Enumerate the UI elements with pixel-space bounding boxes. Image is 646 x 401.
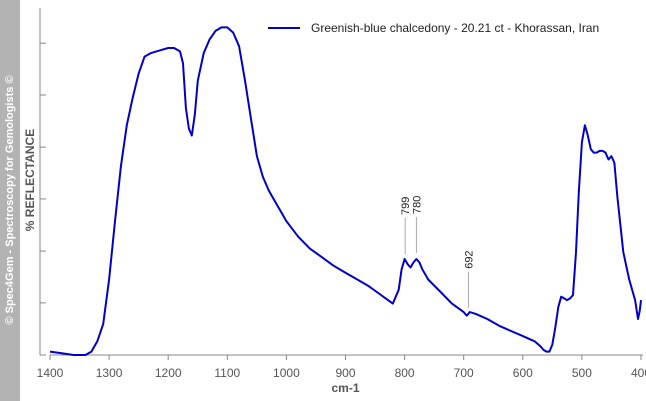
annotation-label: 799 <box>400 197 412 215</box>
x-tick-label: 1400 <box>37 366 64 380</box>
y-axis-title: % REFLECTANCE <box>23 129 37 231</box>
sidebar-strip: © Spec4Gem - Spectroscopy for Gemologist… <box>0 0 20 401</box>
series-group <box>49 26 642 356</box>
x-tick-label: 400 <box>631 366 646 380</box>
x-tick-label: 1000 <box>273 366 300 380</box>
chart-axes: 1400 1300 1200 1100 1000 900 800 700 600 500 400 <box>37 8 646 380</box>
series-line <box>49 26 642 356</box>
chart-legend: Greenish-blue chalcedony - 20.21 ct - Kh… <box>268 21 599 35</box>
x-tick-label: 1100 <box>214 366 240 380</box>
x-axis-title: cm-1 <box>331 381 359 395</box>
annotation-label: 780 <box>411 196 423 214</box>
x-ticks: 1400 1300 1200 1100 1000 900 800 700 600 500 400 <box>37 355 646 380</box>
x-tick-label: 800 <box>395 366 415 380</box>
x-tick-label: 1200 <box>155 366 182 380</box>
legend-label: Greenish-blue chalcedony - 20.21 ct - Kh… <box>311 21 599 35</box>
x-tick-label: 700 <box>454 366 474 380</box>
peak-annotations: 799 780 692 <box>400 196 475 308</box>
x-tick-label: 500 <box>572 366 592 380</box>
x-tick-label: 600 <box>513 366 533 380</box>
x-tick-label: 1300 <box>96 366 123 380</box>
x-tick-label: 900 <box>335 366 355 380</box>
annotation-label: 692 <box>463 250 475 268</box>
y-ticks <box>40 42 46 356</box>
